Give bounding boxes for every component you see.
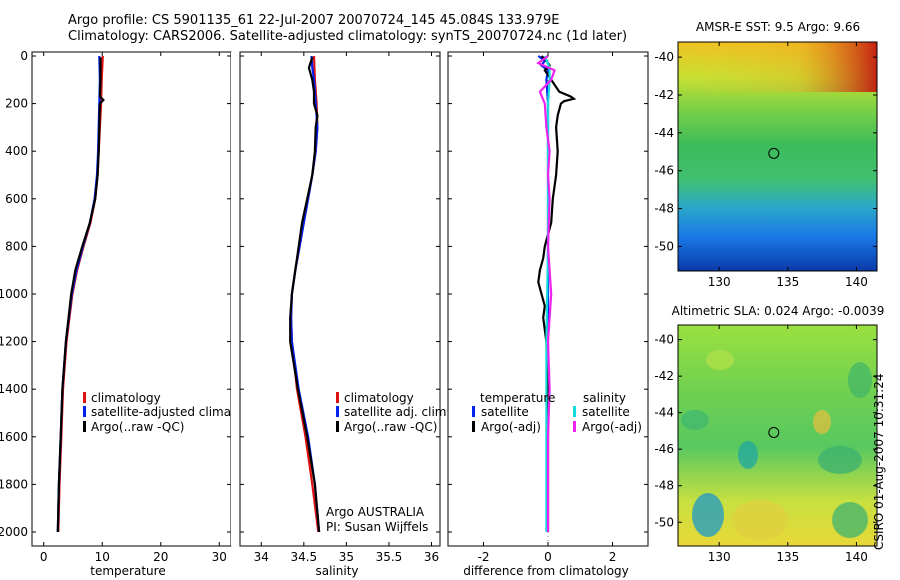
map-y-tick-label: -40 bbox=[654, 333, 674, 347]
legend-swatch-argo bbox=[336, 421, 339, 432]
map-x-tick-label: 130 bbox=[708, 275, 731, 289]
y-tick-label: 0 bbox=[20, 49, 28, 63]
x-tick-label: 20 bbox=[153, 550, 168, 564]
map-y-tick-label: -42 bbox=[654, 88, 674, 102]
map-y-tick-label: -48 bbox=[654, 202, 674, 216]
map-x-tick-label: 140 bbox=[845, 550, 868, 564]
legend-label-sal-argo: Argo(-adj) bbox=[582, 420, 642, 434]
legend-label-temp-argo: Argo(-adj) bbox=[481, 420, 541, 434]
map-y-tick-label: -46 bbox=[654, 442, 674, 456]
map-y-tick-label: -46 bbox=[654, 164, 674, 178]
series-line-salinity-satellite bbox=[543, 55, 551, 532]
legend-label-sal-satellite: satellite bbox=[582, 405, 630, 419]
map-y-tick-label: -50 bbox=[654, 515, 674, 529]
difference-legend: temperature satellite Argo(-adj) salinit… bbox=[472, 391, 642, 434]
sla-map-title: Altimetric SLA: 0.024 Argo: -0.0039 bbox=[672, 304, 885, 318]
salinity-annotation-line-2: PI: Susan Wijffels bbox=[326, 520, 428, 534]
map-y-tick-label: -50 bbox=[654, 239, 674, 253]
legend-swatch-satellite bbox=[83, 406, 86, 417]
legend-swatch-temp-argo bbox=[472, 421, 475, 432]
x-tick-label: 30 bbox=[212, 550, 227, 564]
sla-map-blotches bbox=[681, 350, 872, 540]
salinity-annotation-line-1: Argo AUSTRALIA bbox=[326, 505, 425, 519]
x-tick-label: 2 bbox=[609, 550, 617, 564]
y-tick-label: 2000 bbox=[0, 525, 28, 539]
argo-position-marker bbox=[768, 147, 780, 159]
sst-map-panel: AMSR-E SST: 9.5 Argo: 9.66 130 135 140 -40 -… bbox=[654, 20, 878, 289]
y-tick-label: 1200 bbox=[0, 335, 28, 349]
legend-label-climatology: climatology bbox=[91, 391, 161, 405]
y-tick-label: 600 bbox=[5, 192, 28, 206]
legend-label-argo: Argo(..raw -QC) bbox=[91, 420, 184, 434]
x-tick-label: 34 bbox=[254, 550, 269, 564]
difference-panel: -2 0 2 difference from climatology tempera… bbox=[447, 51, 649, 578]
legend-swatch-satellite bbox=[336, 406, 339, 417]
legend-label-argo: Argo(..raw -QC) bbox=[344, 420, 437, 434]
temperature-xlabel: temperature bbox=[90, 564, 165, 578]
x-tick-label: 35 bbox=[339, 550, 354, 564]
map-y-tick-label: -44 bbox=[654, 126, 674, 140]
series-line-salinity-argo-adj bbox=[536, 55, 556, 532]
y-tick-label: 1600 bbox=[0, 430, 28, 444]
x-tick-label: 34.5 bbox=[290, 550, 317, 564]
legend-swatch-climatology bbox=[336, 392, 339, 403]
y-tick-label: 1800 bbox=[0, 477, 28, 491]
temperature-panel: 0 10 20 30 0 200 400 600 800 1000 1200 1400 1600 1800… bbox=[0, 49, 269, 578]
map-x-tick-label: 135 bbox=[776, 275, 799, 289]
y-tick-label: 200 bbox=[5, 97, 28, 111]
salinity-xlabel: salinity bbox=[315, 564, 358, 578]
y-tick-label: 1000 bbox=[0, 287, 28, 301]
sla-map-panel: Altimetric SLA: 0.024 Argo: -0.0039 130 1… bbox=[654, 304, 884, 564]
map-x-tick-label: 135 bbox=[776, 550, 799, 564]
timestamp-stamp: CSIRO 01-Aug-2007 10:31:24 bbox=[872, 373, 886, 550]
map-x-tick-label: 140 bbox=[845, 275, 868, 289]
map-x-tick-label: 130 bbox=[708, 550, 731, 564]
sst-map-title: AMSR-E SST: 9.5 Argo: 9.66 bbox=[696, 20, 860, 34]
y-tick-label: 800 bbox=[5, 239, 28, 253]
series-line-argo-raw-qc bbox=[289, 56, 321, 533]
map-y-tick-label: -40 bbox=[654, 50, 674, 64]
temperature-legend: climatology satellite-adjusted climatolo… bbox=[83, 391, 269, 434]
x-tick-label: -2 bbox=[477, 550, 489, 564]
salinity-legend: climatology satellite adj. clim. Argo(..… bbox=[336, 391, 450, 434]
legend-label-climatology: climatology bbox=[344, 391, 414, 405]
sst-map-warm-corner bbox=[678, 42, 877, 92]
legend-label-satellite: satellite-adjusted climatology bbox=[91, 405, 269, 419]
temperature-axes-box bbox=[31, 51, 232, 547]
argo-position-marker bbox=[768, 426, 780, 438]
legend-label-temp-satellite: satellite bbox=[481, 405, 529, 419]
map-y-tick-label: -48 bbox=[654, 479, 674, 493]
y-tick-label: 400 bbox=[5, 144, 28, 158]
legend-swatch-temp-satellite bbox=[472, 406, 475, 417]
x-tick-label: 10 bbox=[95, 550, 110, 564]
legend-swatch-sal-argo bbox=[573, 421, 576, 432]
x-tick-label: 0 bbox=[40, 550, 48, 564]
map-y-tick-label: -44 bbox=[654, 406, 674, 420]
salinity-panel: 34 34.5 35 35.5 36 salinity climatology sate… bbox=[239, 51, 450, 578]
y-tick-label: 1400 bbox=[0, 382, 28, 396]
legend-swatch-sal-satellite bbox=[573, 406, 576, 417]
legend-label-satellite: satellite adj. clim. bbox=[344, 405, 450, 419]
x-tick-label: 36 bbox=[424, 550, 439, 564]
legend-swatch-climatology bbox=[83, 392, 86, 403]
x-tick-label: 35.5 bbox=[376, 550, 403, 564]
figure-title-line-2: Climatology: CARS2006. Satellite-adjuste… bbox=[68, 29, 628, 44]
legend-title-temperature: temperature bbox=[480, 391, 555, 405]
series-line-argo-raw-qc bbox=[56, 57, 105, 533]
map-y-tick-label: -42 bbox=[654, 369, 674, 383]
x-tick-label: 0 bbox=[544, 550, 552, 564]
legend-swatch-argo bbox=[83, 421, 86, 432]
legend-title-salinity: salinity bbox=[583, 391, 626, 405]
difference-xlabel: difference from climatology bbox=[463, 564, 629, 578]
figure-title-line-1: Argo profile: CS 5901135_61 22-Jul-2007 … bbox=[68, 13, 560, 28]
salinity-axes-box bbox=[239, 51, 441, 547]
